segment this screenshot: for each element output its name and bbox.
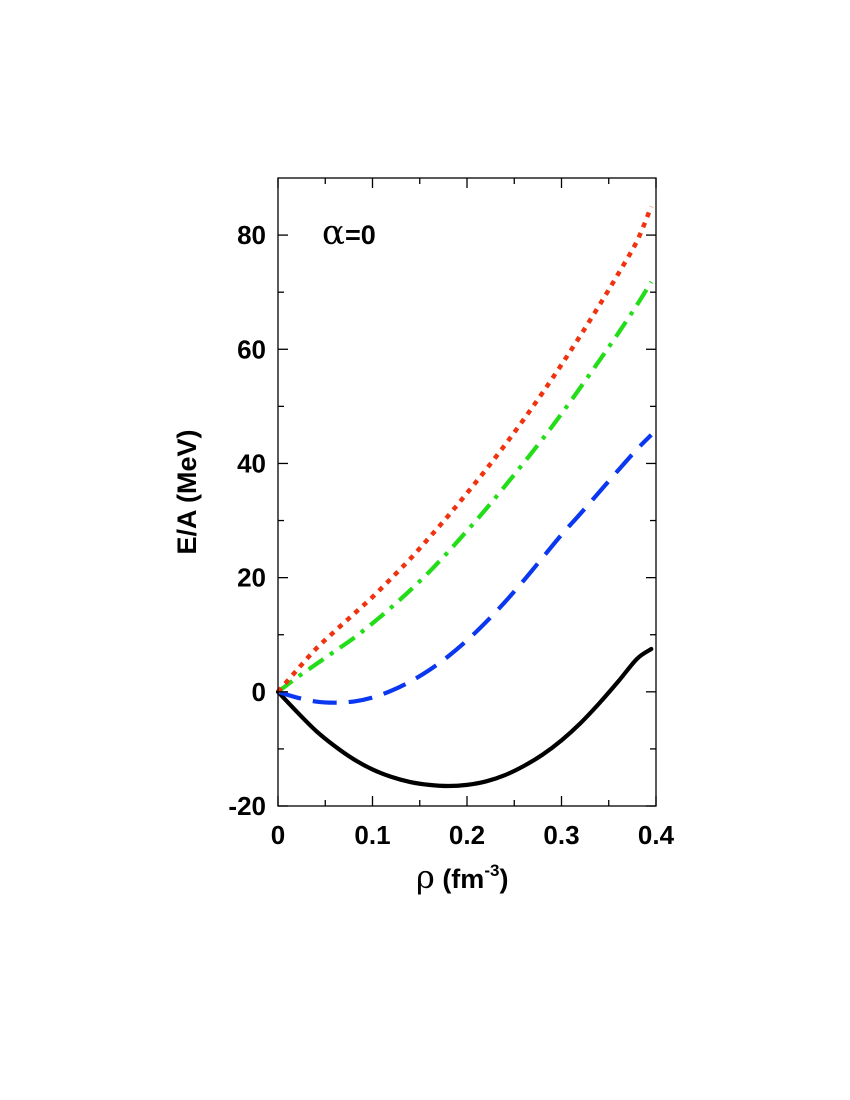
x-axis-label-text: (fm <box>435 864 485 894</box>
x-tick-label: 0.4 <box>638 820 675 850</box>
x-tick-label: 0.3 <box>543 820 579 850</box>
x-axis-label: ρ (fm-3) <box>416 858 508 896</box>
x-tick-label: 0.1 <box>354 820 390 850</box>
y-tick-label: 20 <box>237 563 266 593</box>
y-tick-label: 40 <box>237 448 266 478</box>
x-tick-label: 0 <box>271 820 285 850</box>
y-tick-label: 60 <box>237 334 266 364</box>
x-axis-label-sup: -3 <box>484 861 499 880</box>
x-axis-label-close: ) <box>499 864 508 894</box>
rho-symbol: ρ <box>416 858 435 896</box>
y-axis-label: E/A (MeV) <box>172 429 202 554</box>
y-tick-label: 80 <box>237 220 266 250</box>
alpha-symbol: α <box>322 213 345 253</box>
curves-layer <box>275 205 654 789</box>
series-line-dotted <box>276 205 654 694</box>
alpha-value: =0 <box>345 220 376 250</box>
x-tick-label: 0.2 <box>449 820 485 850</box>
series-line-solid <box>275 646 654 789</box>
y-tick-label: 0 <box>252 677 266 707</box>
y-tick-label: -20 <box>228 791 266 821</box>
series-line-dashdot <box>276 280 654 694</box>
alpha-annotation: α=0 <box>322 213 376 253</box>
series-line-dashed <box>277 433 653 705</box>
